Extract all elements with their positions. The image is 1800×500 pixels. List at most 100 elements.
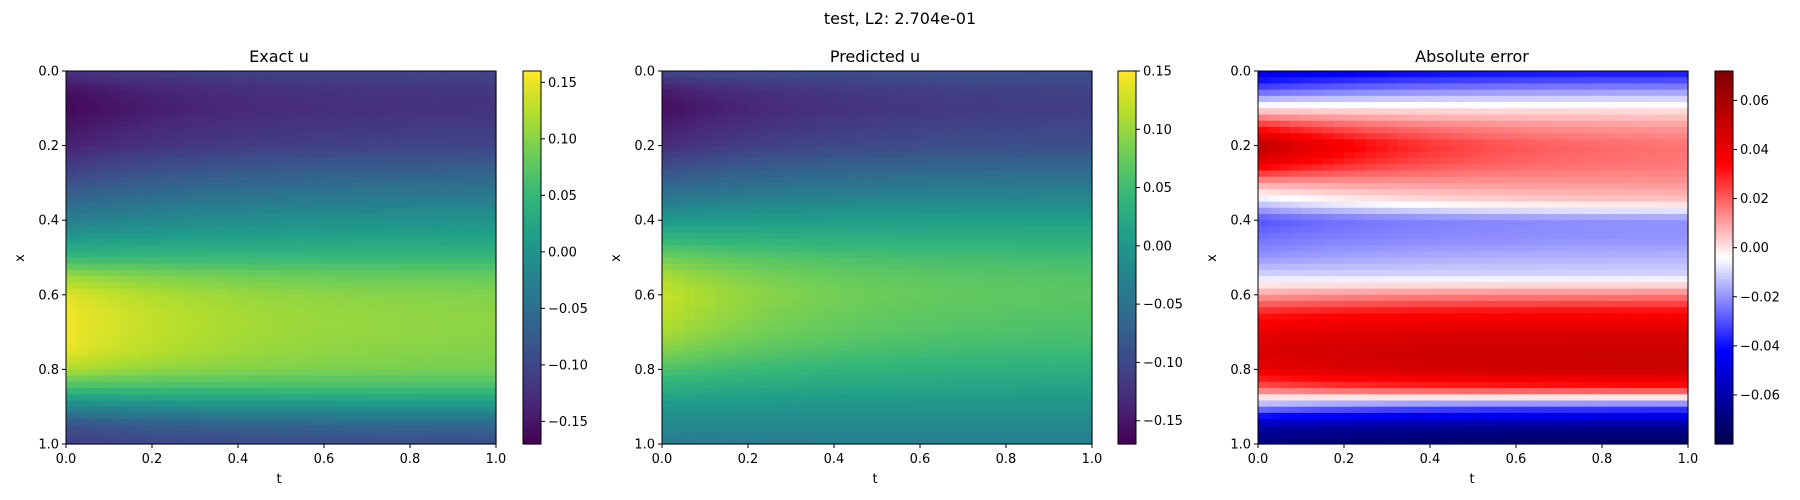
heatmap-cell: [823, 276, 835, 283]
heatmap-cell: [474, 363, 486, 370]
heatmap-cell: [705, 151, 717, 159]
heatmap-cell: [769, 288, 781, 296]
heatmap-cell: [984, 288, 996, 296]
heatmap-cell: [672, 350, 685, 358]
heatmap-cell: [98, 269, 110, 277]
heatmap-cell: [715, 325, 728, 333]
colorbar-segment: [523, 182, 541, 187]
heatmap-cell: [130, 170, 142, 178]
heatmap-cell: [683, 350, 695, 358]
heatmap-cell: [474, 120, 486, 128]
heatmap-cell: [291, 425, 304, 433]
heatmap-cell: [377, 431, 390, 439]
heatmap-cell: [823, 102, 835, 109]
heatmap-cell: [887, 83, 900, 91]
heatmap-cell: [238, 108, 250, 116]
heatmap-cell: [909, 288, 921, 296]
heatmap-cell: [248, 145, 261, 153]
heatmap-cell: [973, 245, 986, 252]
heatmap-cell: [334, 350, 347, 358]
heatmap-cell: [737, 437, 749, 445]
heatmap-cell: [973, 307, 986, 315]
heatmap-cell: [1059, 251, 1072, 259]
heatmap-cell: [758, 269, 771, 277]
heatmap-cell: [963, 356, 975, 364]
heatmap-cell: [119, 263, 132, 271]
heatmap-cell: [995, 356, 1007, 364]
heatmap-cell: [463, 77, 476, 85]
heatmap-cell: [694, 108, 706, 116]
heatmap-cell: [141, 356, 153, 364]
heatmap-cell: [152, 369, 164, 377]
heatmap-cell: [334, 313, 347, 321]
colorbar-segment: [523, 161, 541, 165]
heatmap-cell: [812, 201, 824, 209]
heatmap-cell: [216, 139, 228, 147]
heatmap-cell: [898, 313, 910, 321]
heatmap-cell: [887, 164, 900, 172]
heatmap-cell: [162, 195, 175, 203]
heatmap-cell: [367, 437, 379, 445]
heatmap-cell: [420, 325, 433, 333]
heatmap-cell: [844, 201, 857, 209]
heatmap-cell: [834, 71, 846, 78]
heatmap-cell: [195, 158, 207, 165]
heatmap-cell: [1070, 338, 1082, 346]
heatmap-cell: [334, 77, 347, 85]
heatmap-cell: [812, 332, 824, 339]
heatmap-cell: [1016, 388, 1029, 395]
heatmap-cell: [823, 83, 835, 91]
heatmap-cell: [705, 350, 717, 358]
heatmap-cell: [270, 406, 282, 414]
heatmap-cell: [442, 226, 454, 234]
heatmap-cell: [920, 164, 932, 172]
heatmap-cell: [963, 71, 975, 78]
heatmap-cell: [920, 307, 932, 315]
heatmap-cell: [705, 120, 717, 128]
heatmap-cell: [485, 313, 497, 321]
heatmap-cell: [345, 133, 357, 140]
heatmap-cell: [345, 151, 357, 159]
heatmap-cell: [345, 332, 357, 339]
heatmap-cell: [76, 71, 89, 78]
heatmap-cell: [66, 307, 78, 315]
heatmap-cell: [834, 419, 846, 426]
heatmap-cell: [195, 232, 207, 240]
heatmap-cell: [356, 381, 368, 389]
heatmap-cell: [205, 419, 218, 426]
heatmap-cell: [973, 195, 986, 203]
heatmap-cell: [313, 412, 325, 420]
colorbar-segment: [523, 126, 541, 131]
heatmap-cell: [334, 220, 347, 228]
heatmap-cell: [184, 102, 196, 109]
heatmap-cell: [442, 245, 454, 252]
heatmap-cell: [410, 425, 422, 433]
heatmap-cell: [941, 213, 953, 221]
heatmap-cell: [238, 139, 250, 147]
heatmap-cell: [941, 207, 953, 215]
heatmap-cell: [238, 95, 250, 103]
heatmap-cell: [377, 164, 390, 172]
heatmap-cell: [227, 238, 239, 246]
heatmap-cell: [952, 282, 964, 290]
heatmap-cell: [941, 257, 953, 265]
heatmap-cell: [259, 108, 271, 116]
heatmap-cell: [195, 332, 207, 339]
heatmap-cell: [812, 375, 824, 383]
heatmap-cell: [184, 375, 196, 383]
heatmap-cell: [302, 102, 314, 109]
heatmap-cell: [1027, 164, 1039, 172]
heatmap-cell: [694, 294, 706, 302]
y-tick-label: 0.8: [38, 363, 59, 378]
heatmap-cell: [930, 245, 943, 252]
heatmap-cell: [313, 251, 325, 259]
heatmap-cell: [130, 381, 142, 389]
heatmap-cell: [313, 213, 325, 221]
heatmap-cell: [1070, 71, 1082, 78]
colorbar-segment: [523, 347, 541, 352]
colorbar-segment: [523, 95, 541, 100]
heatmap-cell: [1038, 332, 1050, 339]
heatmap-cell: [474, 89, 486, 97]
heatmap-cell: [270, 89, 282, 97]
heatmap-cell: [420, 363, 433, 370]
